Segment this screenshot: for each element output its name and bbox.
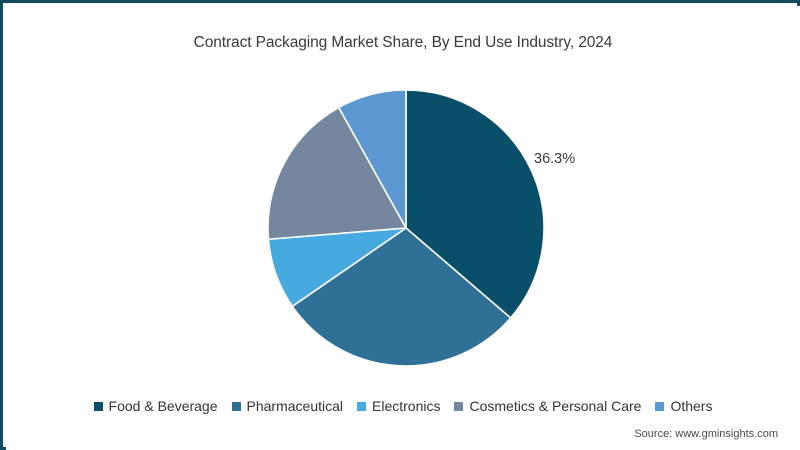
pie-slice[interactable] (405, 89, 545, 319)
legend-item-label: Food & Beverage (108, 398, 218, 414)
legend-item[interactable]: Pharmaceutical (231, 398, 344, 414)
legend-swatch-icon (93, 401, 103, 411)
legend-item[interactable]: Cosmetics & Personal Care (454, 399, 641, 413)
pie-slice[interactable] (337, 89, 407, 229)
pie-slice-value-label: 36.3% (534, 151, 576, 167)
pie-slice[interactable] (291, 227, 512, 367)
pie-slice-group (267, 89, 545, 367)
chart-canvas: Contract Packaging Market Share, By End … (6, 6, 800, 450)
legend-item-label: Cosmetics & Personal Care (469, 398, 642, 414)
source-note: Source: www.gminsights.com (634, 428, 778, 440)
pie-slice[interactable] (267, 106, 407, 241)
legend-item-label: Electronics (372, 398, 441, 414)
chart-title: Contract Packaging Market Share, By End … (193, 34, 613, 51)
pie-slice[interactable] (267, 227, 407, 308)
pie-chart (6, 6, 800, 450)
legend-item[interactable]: Electronics (357, 399, 440, 413)
legend-swatch-icon (357, 401, 367, 411)
legend-swatch-icon (655, 401, 665, 411)
pie-chart-svg (267, 89, 545, 367)
legend-swatch-icon (454, 401, 464, 411)
chart-legend: Food & Beverage Pharmaceutical Electronics… (6, 399, 800, 413)
legend-item[interactable]: Food & Beverage (93, 398, 218, 414)
legend-swatch-icon (231, 401, 241, 411)
legend-item-label: Pharmaceutical (246, 398, 344, 414)
legend-item-label: Others (670, 398, 713, 414)
legend-item[interactable]: Others (655, 399, 712, 413)
